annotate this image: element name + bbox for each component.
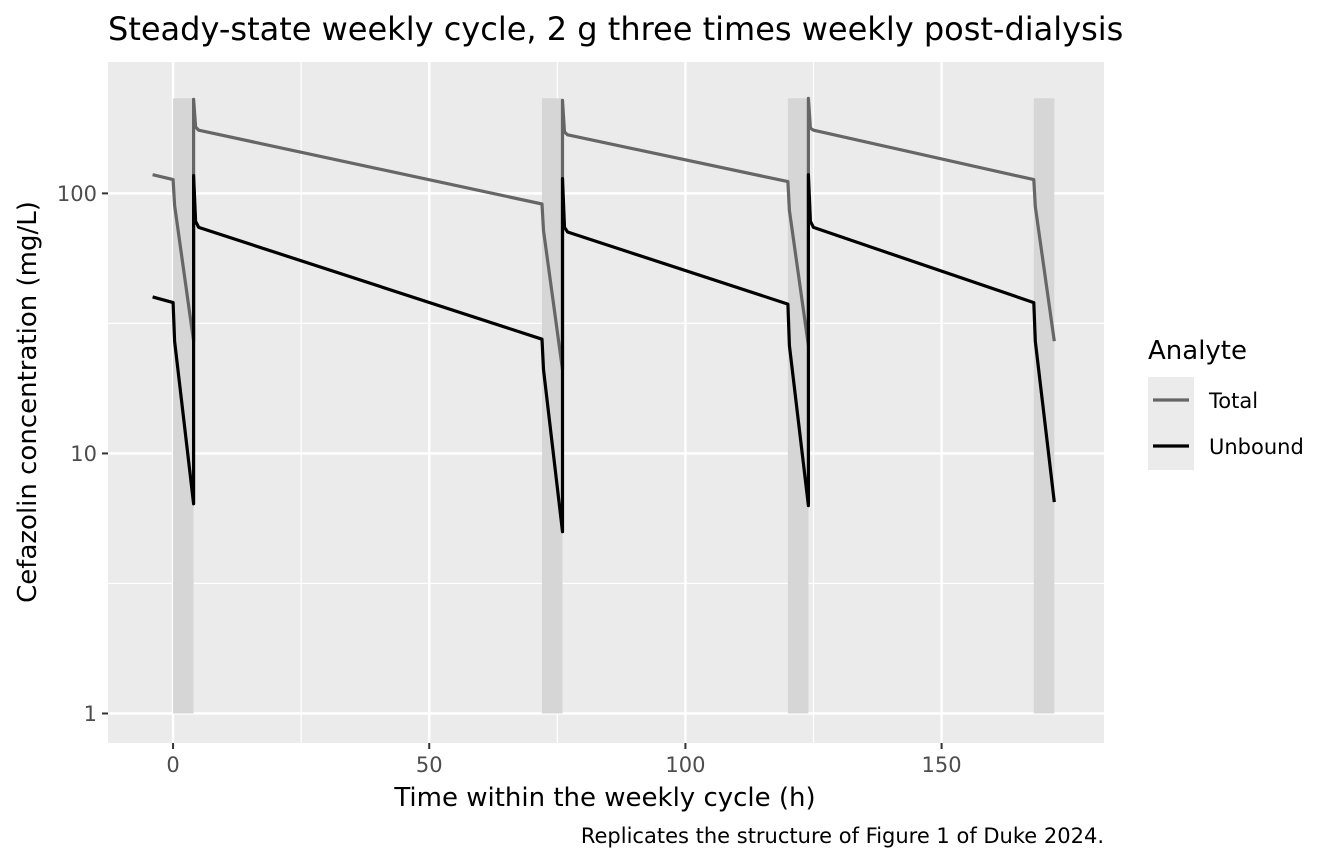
legend-label: Unbound xyxy=(1209,435,1304,459)
x-tick-label: 0 xyxy=(166,753,179,777)
y-tick-label: 1 xyxy=(84,702,97,726)
legend: Analyte Total Unbound xyxy=(1148,336,1304,470)
y-tick-label: 100 xyxy=(57,182,97,206)
x-axis-title: Time within the weekly cycle (h) xyxy=(393,783,815,813)
y-tick-labels: 1 10 100 xyxy=(57,182,97,726)
x-tick-label: 150 xyxy=(922,753,962,777)
chart-title: Steady-state weekly cycle, 2 g three tim… xyxy=(108,10,1123,48)
y-axis-title: Cefazolin concentration (mg/L) xyxy=(13,201,43,603)
dialysis-interval xyxy=(541,98,563,714)
legend-title: Analyte xyxy=(1148,336,1247,366)
legend-label: Total xyxy=(1208,389,1258,413)
chart-caption: Replicates the structure of Figure 1 of … xyxy=(581,824,1104,848)
dialysis-intervals xyxy=(173,98,1055,714)
legend-key-background xyxy=(1148,377,1194,470)
x-tick-labels: 0 50 100 150 xyxy=(166,753,961,777)
x-tick-label: 100 xyxy=(665,753,705,777)
axis-ticks xyxy=(102,192,943,749)
y-tick-label: 10 xyxy=(70,442,97,466)
series-line-unbound xyxy=(152,173,1056,534)
series-lines xyxy=(152,96,1056,534)
x-tick-label: 50 xyxy=(416,753,443,777)
plot-panel xyxy=(108,62,1104,743)
